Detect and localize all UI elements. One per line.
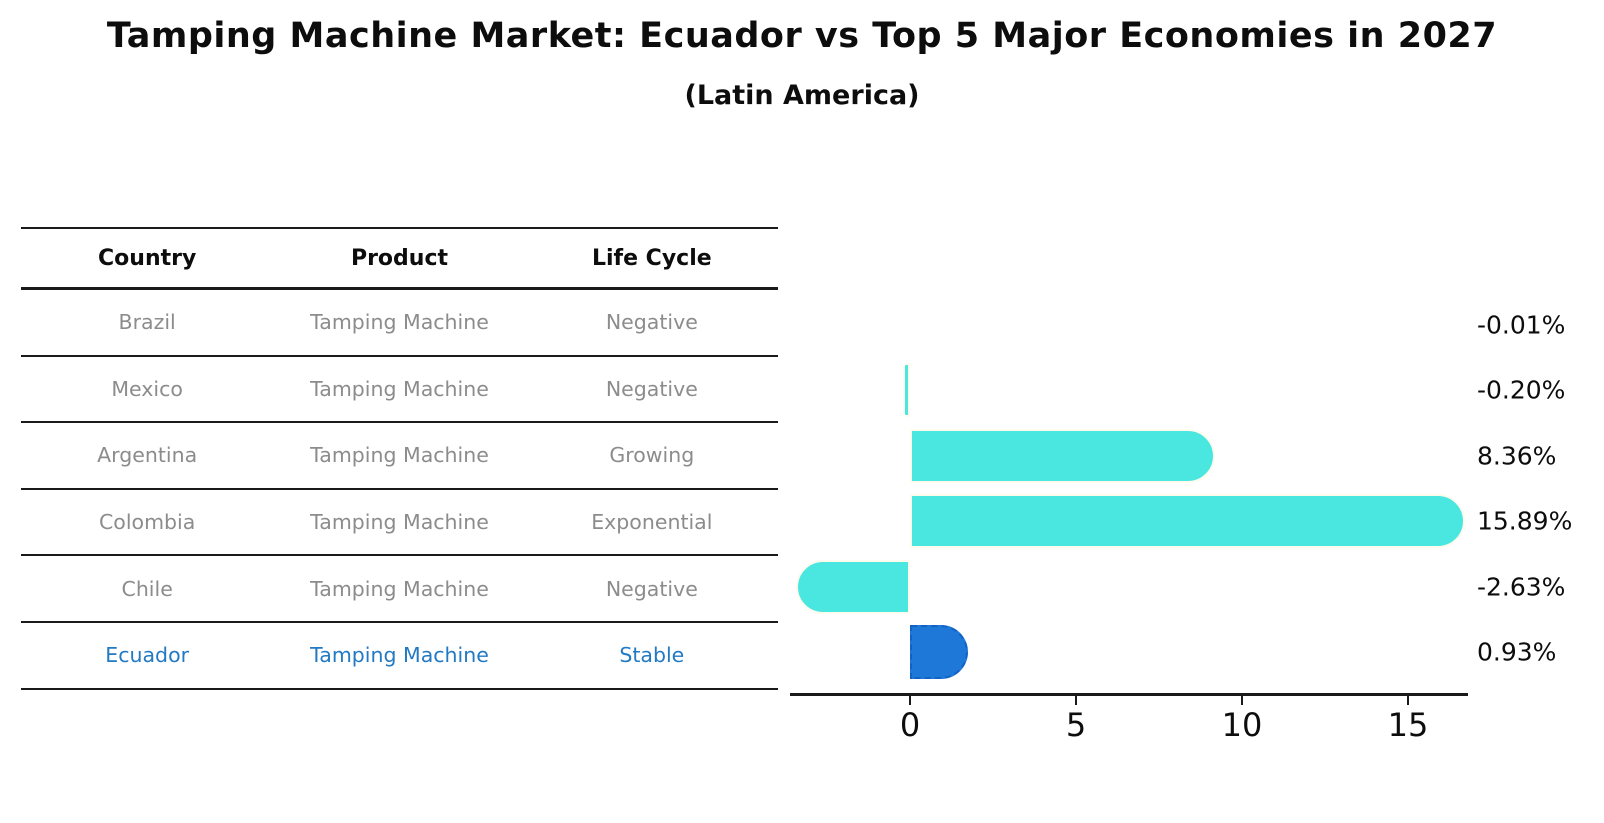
x-axis-tick-label: 15 <box>1387 706 1429 744</box>
table-row-mexico: Mexico Tamping Machine Negative <box>21 357 778 424</box>
x-axis-line <box>790 693 1468 696</box>
table-cell-country: Mexico <box>111 376 183 401</box>
chart-bar-chile <box>795 559 910 614</box>
table-row-brazil: Brazil Tamping Machine Negative <box>21 290 778 357</box>
table-cell-country: Colombia <box>98 510 196 535</box>
table-header-product: Product <box>350 245 449 271</box>
table-cell-life-cycle: Negative <box>605 310 698 335</box>
market-table: Country Product Life Cycle Brazil Tamping… <box>21 227 778 690</box>
table-row-argentina: Argentina Tamping Machine Growing <box>21 423 778 490</box>
chart-title: Tamping Machine Market: Ecuador vs Top 5… <box>106 16 1498 56</box>
chart-bar-colombia <box>910 494 1465 549</box>
chart-subtitle: (Latin America) <box>684 80 920 111</box>
bar-value-label-brazil: -0.01% <box>1477 310 1566 340</box>
table-row-chile: Chile Tamping Machine Negative <box>21 556 778 623</box>
x-axis-tick <box>908 696 912 705</box>
x-axis-tick-label: 0 <box>899 706 921 744</box>
table-cell-product: Tamping Machine <box>310 576 489 601</box>
x-axis-tick-label: 10 <box>1221 706 1263 744</box>
chart-bar-argentina <box>910 428 1215 483</box>
table-cell-country: Ecuador <box>105 643 190 668</box>
table-body: Brazil Tamping Machine Negative Mexico Tampi… <box>21 290 778 690</box>
chart-bar-ecuador <box>910 625 968 679</box>
table-row-colombia: Colombia Tamping Machine Exponential <box>21 490 778 557</box>
table-row-ecuador: Ecuador Tamping Machine Stable <box>21 623 778 690</box>
table-cell-country: Brazil <box>118 310 176 335</box>
table-cell-life-cycle: Stable <box>619 643 685 668</box>
table-header-row: Country Product Life Cycle <box>21 227 778 290</box>
table-cell-life-cycle: Growing <box>609 443 695 468</box>
bar-value-label-ecuador: 0.93% <box>1477 637 1557 667</box>
table-header-country: Country <box>98 245 197 271</box>
table-cell-country: Chile <box>121 576 173 601</box>
chart-bar-mexico <box>903 363 910 418</box>
x-axis-tick-label: 5 <box>1065 706 1087 744</box>
table-cell-life-cycle: Negative <box>605 376 698 401</box>
bar-value-label-mexico: -0.20% <box>1477 375 1566 405</box>
table-cell-life-cycle: Exponential <box>591 510 713 535</box>
table-cell-product: Tamping Machine <box>310 376 489 401</box>
table-cell-product: Tamping Machine <box>310 643 489 668</box>
table-cell-product: Tamping Machine <box>310 510 489 535</box>
x-axis-tick <box>1240 696 1244 705</box>
bar-value-label-chile: -2.63% <box>1477 572 1566 602</box>
x-axis-tick <box>1074 696 1078 705</box>
table-header-life-cycle: Life Cycle <box>591 245 712 271</box>
bar-value-label-colombia: 15.89% <box>1477 506 1573 536</box>
table-cell-life-cycle: Negative <box>605 576 698 601</box>
table-cell-country: Argentina <box>97 443 198 468</box>
x-axis-tick <box>1406 696 1410 705</box>
table-cell-product: Tamping Machine <box>310 310 489 335</box>
table-cell-product: Tamping Machine <box>310 443 489 468</box>
bar-value-label-argentina: 8.36% <box>1477 441 1557 471</box>
